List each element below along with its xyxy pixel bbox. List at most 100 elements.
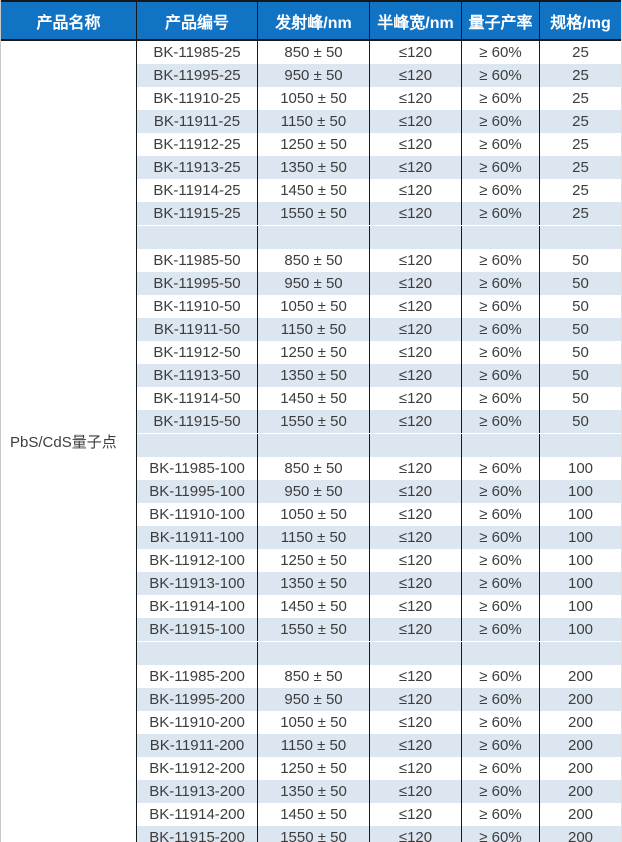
fwhm-cell: ≤120 xyxy=(370,364,462,387)
empty-cell xyxy=(258,642,370,665)
quantum-yield-cell: ≥ 60% xyxy=(462,133,540,156)
quantum-yield-cell: ≥ 60% xyxy=(462,480,540,503)
fwhm-cell: ≤120 xyxy=(370,318,462,341)
table-row: BK-11914-100 1450 ± 50 ≤120 ≥ 60% 100 xyxy=(137,595,621,618)
quantum-yield-cell: ≥ 60% xyxy=(462,665,540,688)
quantum-yield-cell: ≥ 60% xyxy=(462,457,540,480)
quantum-yield-cell: ≥ 60% xyxy=(462,410,540,433)
spec-cell: 200 xyxy=(567,714,594,731)
table-row: BK-11913-100 1350 ± 50 ≤120 ≥ 60% 100 xyxy=(137,572,621,595)
fwhm-cell: ≤120 xyxy=(370,688,462,711)
spec-cell: 25 xyxy=(572,113,589,130)
fwhm-cell: ≤120 xyxy=(370,526,462,549)
table-row: BK-11911-50 1150 ± 50 ≤120 ≥ 60% 50 xyxy=(137,318,621,341)
table-row: BK-11915-25 1550 ± 50 ≤120 ≥ 60% 25 xyxy=(137,202,621,225)
product-code-cell: BK-11911-50 xyxy=(137,318,258,341)
table-rows: BK-11985-25 850 ± 50 ≤120 ≥ 60% 25 BK-11995-2… xyxy=(137,41,621,842)
emission-peak-cell: 1450 ± 50 xyxy=(258,595,370,618)
spec-cell: 100 xyxy=(567,460,594,477)
product-code-cell: BK-11985-100 xyxy=(137,457,258,480)
product-code-cell: BK-11913-100 xyxy=(137,572,258,595)
fwhm-cell: ≤120 xyxy=(370,202,462,225)
product-code-cell: BK-11911-200 xyxy=(137,734,258,757)
emission-peak-cell: 1150 ± 50 xyxy=(258,734,370,757)
table-row: BK-11912-200 1250 ± 50 ≤120 ≥ 60% 200 xyxy=(137,757,621,780)
spec-cell: 200 xyxy=(567,691,594,708)
product-code-cell: BK-11914-200 xyxy=(137,803,258,826)
product-code-cell: BK-11911-25 xyxy=(137,110,258,133)
quantum-yield-cell: ≥ 60% xyxy=(462,503,540,526)
spec-cell: 25 xyxy=(572,67,589,84)
table-body: PbS/CdS量子点 BK-11985-25 850 ± 50 ≤120 ≥ 60% 2… xyxy=(1,41,621,842)
fwhm-cell: ≤120 xyxy=(370,133,462,156)
quantum-yield-cell: ≥ 60% xyxy=(462,156,540,179)
empty-cell xyxy=(137,226,258,249)
quantum-yield-cell: ≥ 60% xyxy=(462,364,540,387)
fwhm-cell: ≤120 xyxy=(370,295,462,318)
product-code-cell: BK-11915-25 xyxy=(137,202,258,225)
emission-peak-cell: 1350 ± 50 xyxy=(258,156,370,179)
product-code-cell: BK-11985-50 xyxy=(137,249,258,272)
emission-peak-cell: 950 ± 50 xyxy=(258,480,370,503)
table-row: BK-11912-25 1250 ± 50 ≤120 ≥ 60% 25 xyxy=(137,133,621,156)
fwhm-cell: ≤120 xyxy=(370,503,462,526)
spec-cell: 25 xyxy=(572,182,589,199)
emission-peak-cell: 1350 ± 50 xyxy=(258,364,370,387)
table-row: BK-11985-100 850 ± 50 ≤120 ≥ 60% 100 xyxy=(137,457,621,480)
spec-cell: 200 xyxy=(567,829,594,842)
emission-peak-cell: 1150 ± 50 xyxy=(258,526,370,549)
fwhm-cell: ≤120 xyxy=(370,549,462,572)
table-row: BK-11910-200 1050 ± 50 ≤120 ≥ 60% 200 xyxy=(137,711,621,734)
empty-cell xyxy=(258,434,370,457)
spec-cell: 50 xyxy=(572,367,589,384)
fwhm-cell: ≤120 xyxy=(370,410,462,433)
fwhm-cell: ≤120 xyxy=(370,572,462,595)
emission-peak-cell: 1250 ± 50 xyxy=(258,133,370,156)
table-row: BK-11914-50 1450 ± 50 ≤120 ≥ 60% 50 xyxy=(137,387,621,410)
emission-peak-cell: 1350 ± 50 xyxy=(258,572,370,595)
empty-cell xyxy=(462,434,540,457)
fwhm-cell: ≤120 xyxy=(370,734,462,757)
table-row: BK-11911-25 1150 ± 50 ≤120 ≥ 60% 25 xyxy=(137,110,621,133)
product-code-cell: BK-11915-200 xyxy=(137,826,258,842)
empty-cell xyxy=(540,642,621,665)
fwhm-cell: ≤120 xyxy=(370,757,462,780)
product-code-cell: BK-11912-200 xyxy=(137,757,258,780)
table-row: BK-11995-25 950 ± 50 ≤120 ≥ 60% 25 xyxy=(137,64,621,87)
spec-cell: 25 xyxy=(572,136,589,153)
fwhm-cell: ≤120 xyxy=(370,711,462,734)
product-code-cell: BK-11913-50 xyxy=(137,364,258,387)
emission-peak-cell: 850 ± 50 xyxy=(258,457,370,480)
quantum-yield-cell: ≥ 60% xyxy=(462,318,540,341)
emission-peak-cell: 1550 ± 50 xyxy=(258,202,370,225)
empty-cell xyxy=(370,226,462,249)
table-row: BK-11915-50 1550 ± 50 ≤120 ≥ 60% 50 xyxy=(137,410,621,433)
spec-cell: 100 xyxy=(567,598,594,615)
fwhm-cell: ≤120 xyxy=(370,110,462,133)
table-row: BK-11910-100 1050 ± 50 ≤120 ≥ 60% 100 xyxy=(137,503,621,526)
quantum-yield-cell: ≥ 60% xyxy=(462,826,540,842)
fwhm-cell: ≤120 xyxy=(370,780,462,803)
product-code-cell: BK-11995-50 xyxy=(137,272,258,295)
table-row: BK-11915-100 1550 ± 50 ≤120 ≥ 60% 100 xyxy=(137,618,621,641)
table-row: BK-11915-200 1550 ± 50 ≤120 ≥ 60% 200 xyxy=(137,826,621,842)
quantum-yield-cell: ≥ 60% xyxy=(462,179,540,202)
product-code-cell: BK-11914-50 xyxy=(137,387,258,410)
group-separator-row xyxy=(137,433,621,457)
empty-cell xyxy=(462,226,540,249)
fwhm-cell: ≤120 xyxy=(370,272,462,295)
emission-peak-cell: 1550 ± 50 xyxy=(258,618,370,641)
spec-cell: 50 xyxy=(572,321,589,338)
fwhm-cell: ≤120 xyxy=(370,665,462,688)
emission-peak-cell: 850 ± 50 xyxy=(258,249,370,272)
spec-cell: 100 xyxy=(567,552,594,569)
table-row: BK-11913-50 1350 ± 50 ≤120 ≥ 60% 50 xyxy=(137,364,621,387)
spec-cell: 100 xyxy=(567,621,594,638)
table-row: BK-11985-50 850 ± 50 ≤120 ≥ 60% 50 xyxy=(137,249,621,272)
quantum-yield-cell: ≥ 60% xyxy=(462,249,540,272)
spec-cell: 50 xyxy=(572,275,589,292)
product-code-cell: BK-11910-100 xyxy=(137,503,258,526)
quantum-yield-cell: ≥ 60% xyxy=(462,526,540,549)
spec-cell: 200 xyxy=(567,737,594,754)
table-row: BK-11912-100 1250 ± 50 ≤120 ≥ 60% 100 xyxy=(137,549,621,572)
